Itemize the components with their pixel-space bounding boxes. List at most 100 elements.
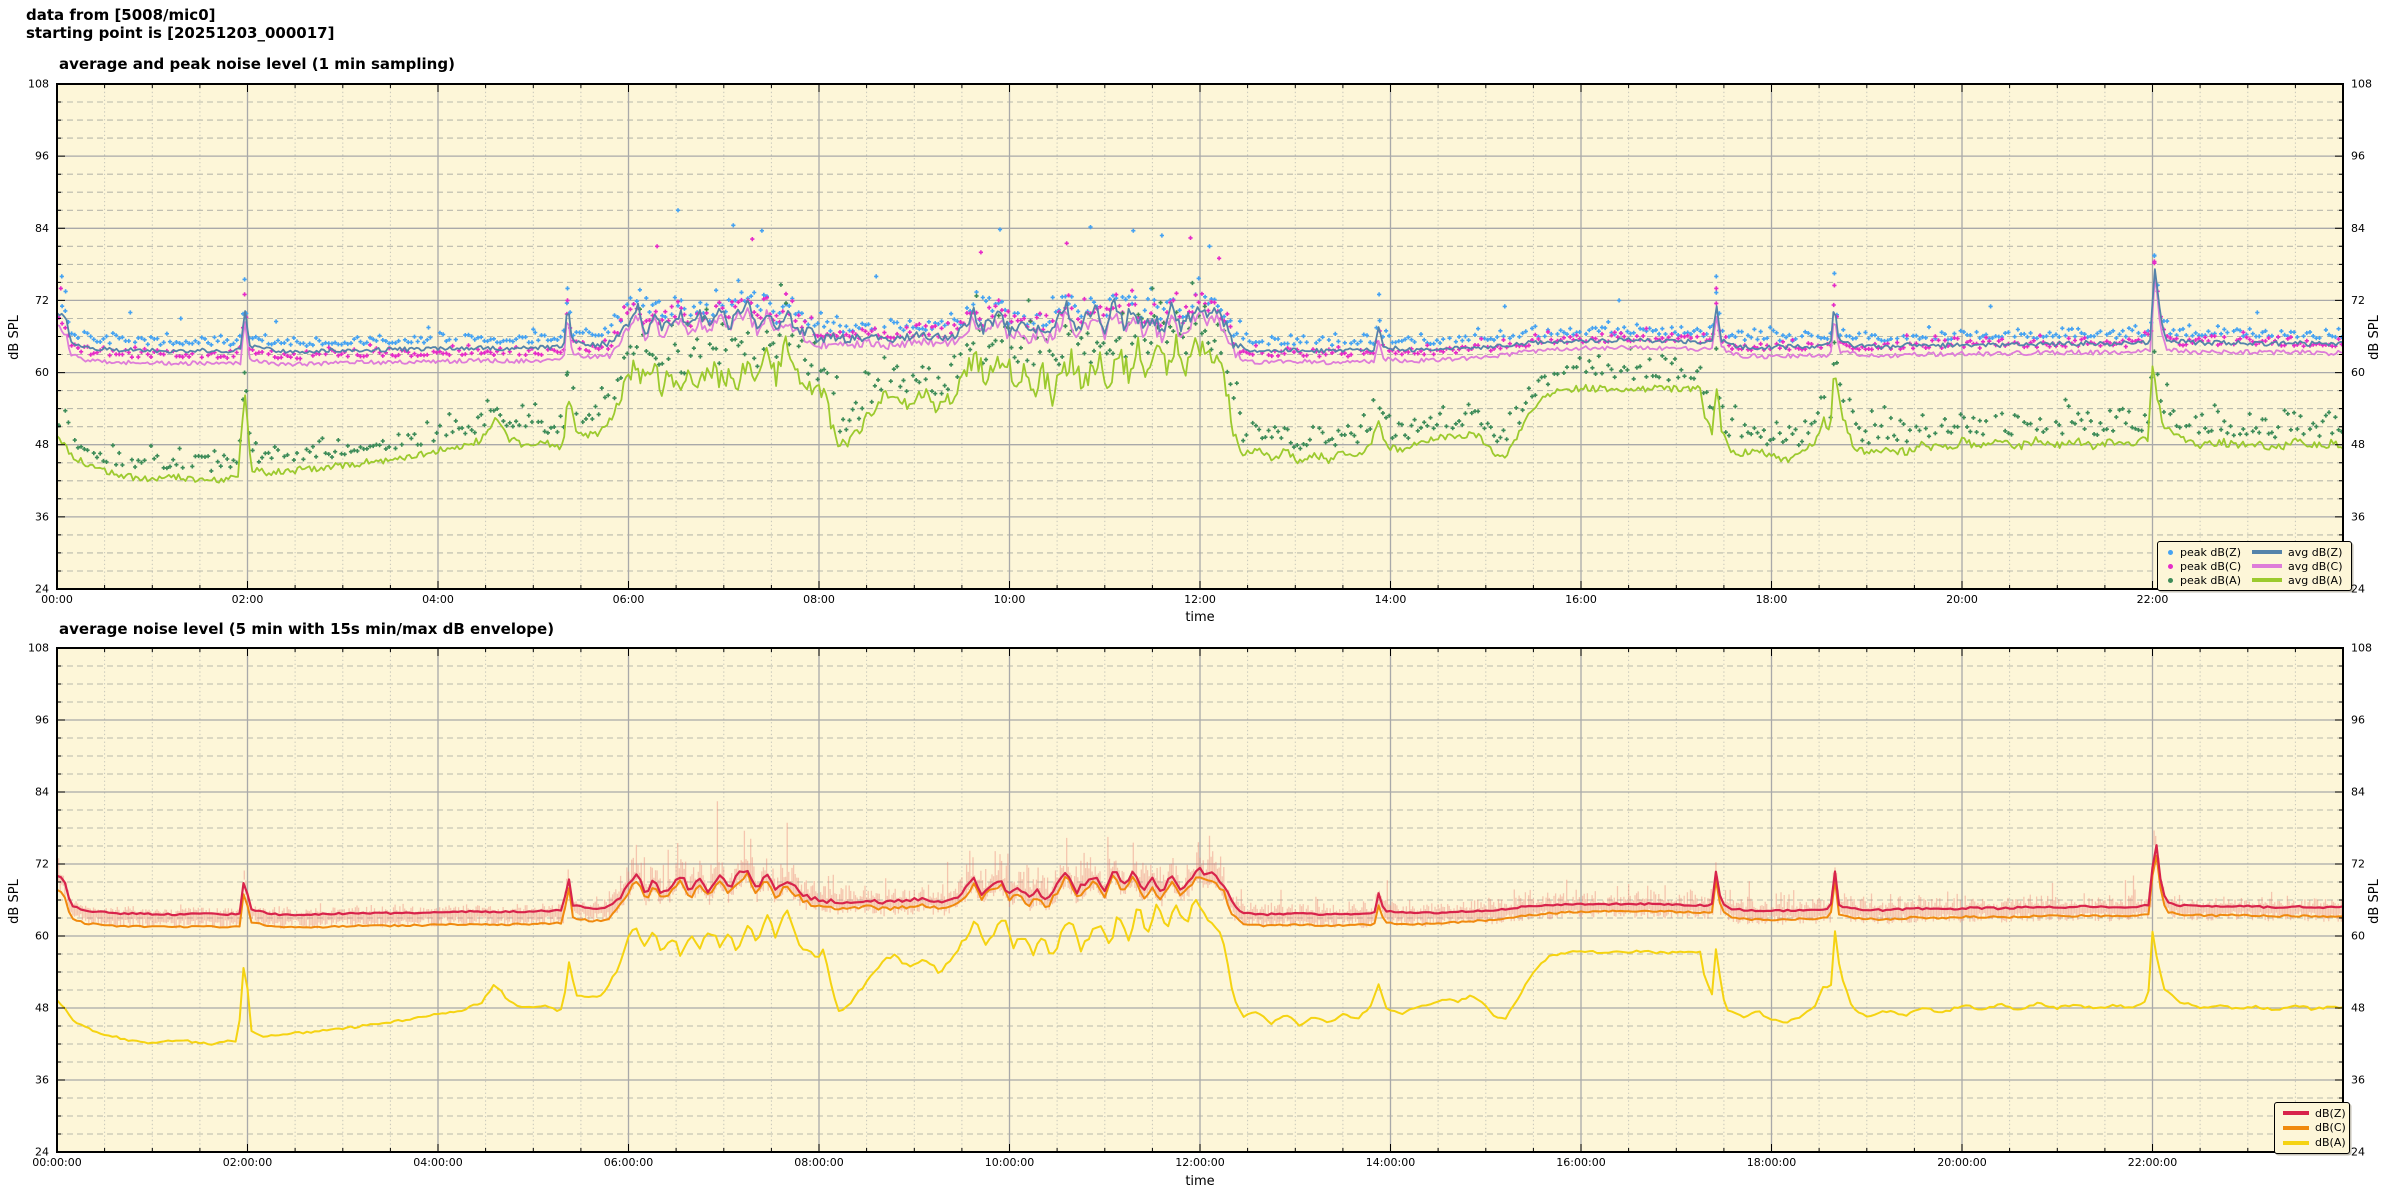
legend-chart-2: dB(Z) dB(C) dB(A) (2274, 1102, 2350, 1154)
x-tick-labels: 00:00:00 02:00:00 04:00:00 06:00:00 08:00:00… (32, 1156, 2177, 1169)
svg-text:84: 84 (2351, 786, 2365, 799)
line-swatch (2252, 564, 2282, 568)
svg-text:96: 96 (2351, 714, 2365, 727)
svg-text:00:00: 00:00 (41, 593, 73, 606)
svg-text:24: 24 (35, 583, 49, 596)
svg-text:22:00: 22:00 (2137, 593, 2169, 606)
y-axis-label-bottom-right: dB SPL (2366, 879, 2382, 924)
svg-text:108: 108 (2351, 78, 2372, 91)
line-swatch (2283, 1111, 2309, 1116)
svg-text:36: 36 (2351, 1074, 2365, 1087)
line-swatch (2252, 578, 2282, 582)
x-tick-labels: 00:00 02:00 04:00 06:00 08:00 10:00 12:00 14:00… (41, 593, 2168, 606)
legend-label: peak dB(Z) (2180, 545, 2242, 559)
legend-row: peak dB(Z) avg dB(Z) (2163, 546, 2346, 559)
svg-text:84: 84 (35, 786, 49, 799)
legend-label: dB(A) (2315, 1136, 2346, 1150)
svg-text:10:00:00: 10:00:00 (985, 1156, 1034, 1169)
svg-text:02:00:00: 02:00:00 (223, 1156, 272, 1169)
legend-row: peak dB(A) avg dB(A) (2163, 574, 2346, 587)
svg-text:12:00:00: 12:00:00 (1175, 1156, 1224, 1169)
svg-text:48: 48 (35, 1002, 49, 1015)
series-peak-db-a- (56, 280, 2344, 473)
series-db-z- (56, 844, 2344, 917)
svg-text:16:00:00: 16:00:00 (1556, 1156, 1605, 1169)
svg-text:18:00: 18:00 (1756, 593, 1788, 606)
svg-text:00:00:00: 00:00:00 (32, 1156, 81, 1169)
legend-label: peak dB(A) (2180, 573, 2241, 587)
svg-text:48: 48 (2351, 1002, 2365, 1015)
svg-text:06:00:00: 06:00:00 (604, 1156, 653, 1169)
svg-text:108: 108 (2351, 642, 2372, 655)
svg-text:24: 24 (2351, 1146, 2365, 1159)
svg-text:60: 60 (2351, 366, 2365, 379)
y-axis-label-bottom-left: dB SPL (6, 879, 22, 924)
svg-text:24: 24 (35, 1146, 49, 1159)
header-line-2: starting point is [20251203_000017] (26, 24, 335, 42)
header-line-1: data from [5008/mic0] (26, 6, 216, 24)
point-marker-swatch (2168, 577, 2173, 583)
legend-label: dB(C) (2315, 1121, 2346, 1135)
svg-text:72: 72 (2351, 858, 2365, 871)
svg-text:20:00:00: 20:00:00 (1937, 1156, 1986, 1169)
svg-text:48: 48 (2351, 438, 2365, 451)
series-db-c- (56, 854, 2343, 929)
svg-text:08:00: 08:00 (803, 593, 835, 606)
svg-text:84: 84 (35, 222, 49, 235)
svg-text:84: 84 (2351, 222, 2365, 235)
svg-text:04:00:00: 04:00:00 (413, 1156, 462, 1169)
y-tick-labels-right: 24 36 48 60 72 84 96 108 (2351, 78, 2372, 596)
legend-label: avg dB(C) (2288, 559, 2343, 573)
svg-text:72: 72 (35, 858, 49, 871)
svg-text:16:00: 16:00 (1565, 593, 1597, 606)
point-marker-swatch (2168, 563, 2173, 569)
line-swatch (2252, 550, 2282, 554)
series-db-a- (56, 898, 2344, 1046)
y-axis-label-top-left: dB SPL (6, 315, 22, 360)
plot-frame (56, 647, 2344, 1153)
legend-label: peak dB(C) (2180, 559, 2242, 573)
y-axis-label-top-right: dB SPL (2366, 315, 2382, 360)
svg-text:96: 96 (35, 150, 49, 163)
legend-label: avg dB(Z) (2288, 545, 2343, 559)
svg-text:60: 60 (35, 930, 49, 943)
x-axis-label-top: time (1185, 610, 1215, 625)
legend-chart-1: peak dB(Z) avg dB(Z) peak dB(C) avg dB(C) pe… (2157, 541, 2352, 591)
legend-row: dB(C) (2280, 1121, 2346, 1135)
svg-text:36: 36 (2351, 510, 2365, 523)
svg-text:08:00:00: 08:00:00 (794, 1156, 843, 1169)
point-marker-swatch (2168, 549, 2173, 555)
svg-text:60: 60 (2351, 930, 2365, 943)
svg-text:06:00: 06:00 (613, 593, 645, 606)
series-avg-db-z- (56, 268, 2344, 354)
svg-text:12:00: 12:00 (1184, 593, 1216, 606)
svg-text:108: 108 (28, 642, 49, 655)
series-peak-db-z- (59, 208, 2344, 348)
svg-text:36: 36 (35, 510, 49, 523)
legend-row: dB(Z) (2280, 1106, 2346, 1120)
y-tick-labels-right: 24 36 48 60 72 84 96 108 (2351, 642, 2372, 1159)
svg-text:18:00:00: 18:00:00 (1747, 1156, 1796, 1169)
svg-text:02:00: 02:00 (232, 593, 264, 606)
svg-text:72: 72 (2351, 294, 2365, 307)
legend-row: dB(A) (2280, 1136, 2346, 1150)
svg-text:96: 96 (35, 714, 49, 727)
svg-text:60: 60 (35, 366, 49, 379)
y-tick-labels-left: 24 36 48 60 72 84 96 108 (28, 642, 49, 1159)
legend-row: peak dB(C) avg dB(C) (2163, 560, 2346, 573)
line-swatch (2283, 1140, 2309, 1145)
legend-label: dB(Z) (2315, 1106, 2346, 1120)
svg-text:96: 96 (2351, 150, 2365, 163)
chart-title-top: average and peak noise level (1 min samp… (59, 55, 455, 73)
svg-text:72: 72 (35, 294, 49, 307)
y-tick-labels-left: 24 36 48 60 72 84 96 108 (28, 78, 49, 596)
svg-text:10:00: 10:00 (994, 593, 1026, 606)
series-avg-db-a- (56, 333, 2344, 484)
svg-text:14:00:00: 14:00:00 (1366, 1156, 1415, 1169)
svg-text:14:00: 14:00 (1375, 593, 1407, 606)
line-swatch (2283, 1125, 2309, 1130)
plot-frame (56, 83, 2344, 590)
